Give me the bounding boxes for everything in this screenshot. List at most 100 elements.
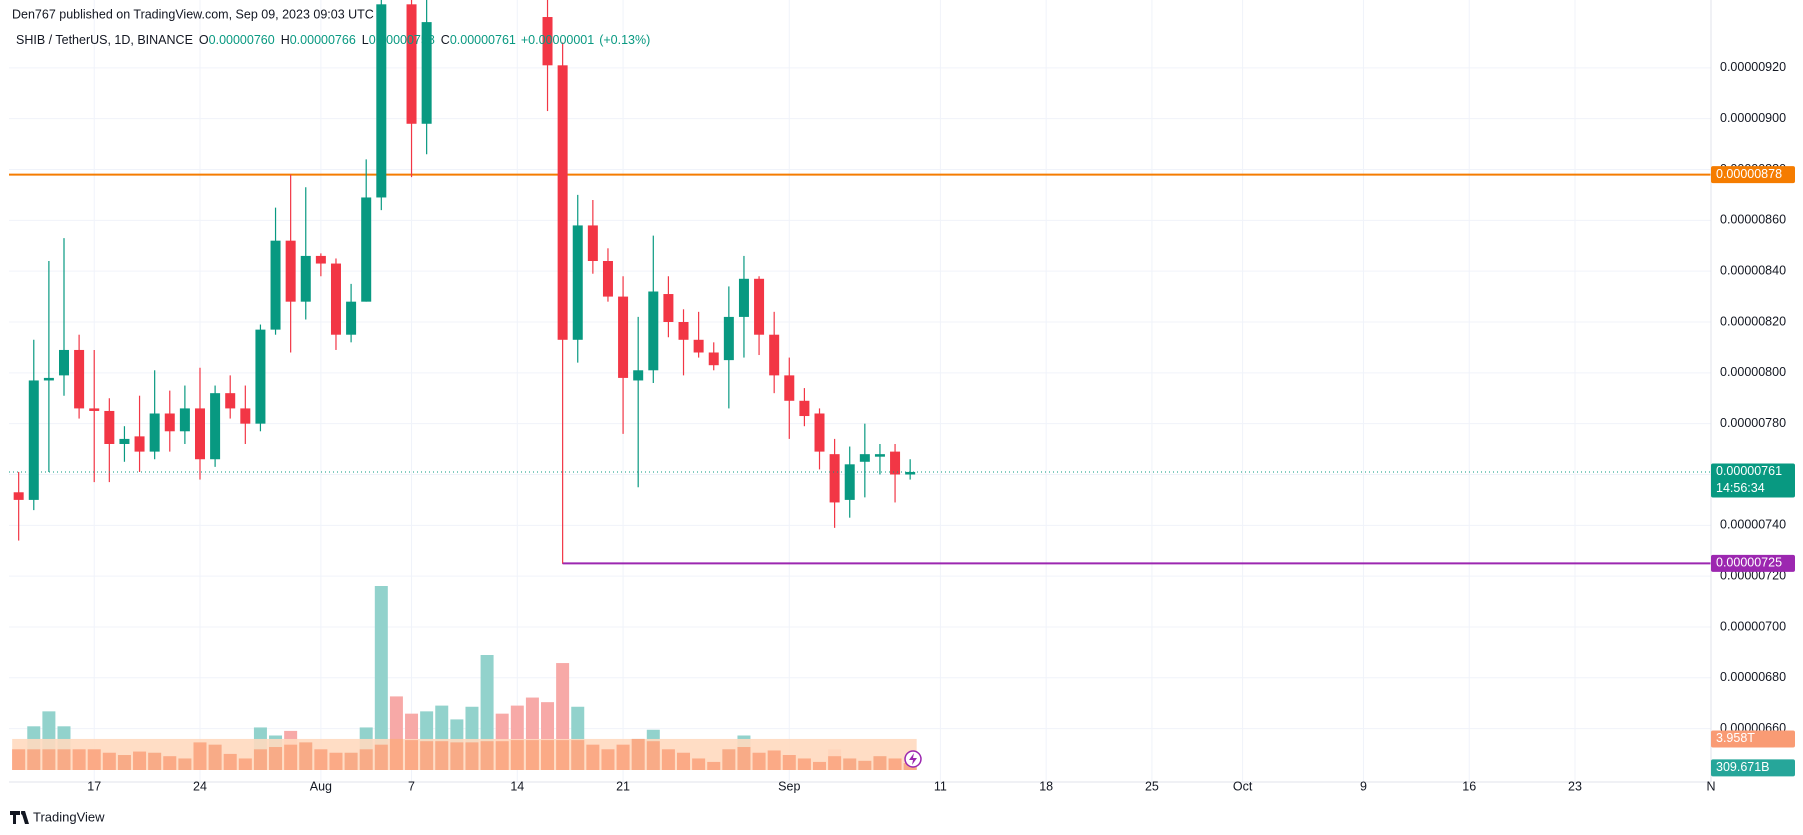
candle-body — [330, 263, 341, 335]
candle-body — [542, 17, 553, 66]
volume-bar — [737, 747, 751, 770]
volume-bar — [843, 758, 857, 770]
volume-bar — [314, 749, 328, 770]
volume-bar — [299, 742, 313, 770]
legend-change-pct: (+0.13%) — [599, 33, 650, 47]
y-tick-label: 0.00000900 — [1720, 111, 1786, 125]
candle-body — [225, 393, 236, 409]
volume-bar — [586, 744, 600, 770]
x-tick-label: 17 — [87, 779, 101, 793]
x-tick-label: 14 — [510, 779, 524, 793]
x-tick-label: 25 — [1145, 779, 1159, 793]
x-tick-label: 9 — [1360, 779, 1367, 793]
candle-body — [315, 255, 326, 264]
volume-bar — [178, 758, 192, 770]
x-tick-label: 16 — [1462, 779, 1476, 793]
volume-label: 309.671B — [1716, 760, 1770, 774]
volume-bar — [692, 758, 706, 770]
x-tick-label: 7 — [408, 779, 415, 793]
candle-body — [905, 471, 916, 475]
candle-body — [406, 4, 417, 124]
y-tick-label: 0.00000680 — [1720, 670, 1786, 684]
legend-value: 0.00000758 — [369, 33, 435, 47]
volume-bar — [148, 752, 162, 770]
volume-pane — [12, 586, 917, 770]
volume-bar — [163, 756, 177, 770]
price-level-label: 0.00000725 — [1716, 556, 1782, 570]
volume-bar — [797, 758, 811, 770]
volume-bar — [72, 749, 86, 770]
axes: 0.000006600.000006800.000007000.00000720… — [87, 60, 1795, 793]
candle-body — [13, 492, 24, 500]
y-tick-label: 0.00000920 — [1720, 60, 1786, 74]
volume-bar — [223, 753, 237, 770]
volume-tag — [1711, 759, 1795, 777]
candle-body — [844, 464, 855, 500]
brand-name: TradingView — [33, 809, 105, 824]
x-tick-label: N — [1706, 779, 1715, 793]
y-tick-label: 0.00000800 — [1720, 365, 1786, 379]
candle-body — [104, 410, 115, 444]
volume-bar — [722, 749, 736, 770]
volume-bar — [359, 749, 373, 770]
x-tick-label: Oct — [1233, 779, 1253, 793]
y-tick-label: 0.00000840 — [1720, 263, 1786, 277]
candle-body — [557, 65, 568, 340]
legend-value: 0.00000761 — [450, 33, 516, 47]
legend-symbol: SHIB / TetherUS, 1D, BINANCE — [16, 33, 193, 47]
volume-bar — [858, 760, 872, 770]
x-tick-label: Aug — [310, 779, 332, 793]
legend-change: +0.00000001 — [521, 33, 594, 47]
y-tick-label: 0.00000860 — [1720, 213, 1786, 227]
y-tick-label: 0.00000820 — [1720, 314, 1786, 328]
x-tick-label: 21 — [616, 779, 630, 793]
candle-body — [28, 380, 39, 500]
replay-icon[interactable] — [904, 750, 922, 768]
volume-bar — [601, 749, 615, 770]
candle-body — [240, 408, 251, 424]
volume-bar — [329, 752, 343, 770]
candle-body — [633, 370, 644, 381]
legend-key: L — [362, 33, 369, 47]
y-tick-label: 0.00000780 — [1720, 416, 1786, 430]
x-tick-label: 11 — [934, 779, 947, 793]
candle-body — [754, 278, 765, 335]
volume-bar — [677, 752, 691, 770]
candle-body — [829, 454, 840, 503]
price-level-tag — [1711, 166, 1795, 184]
x-tick-label: 18 — [1039, 779, 1053, 793]
last-price-label: 0.00000761 — [1716, 464, 1782, 478]
candle-body — [769, 334, 780, 376]
candle-body — [678, 322, 689, 340]
candle-body — [874, 454, 885, 457]
volume-bar — [782, 755, 796, 770]
last-price-label: 14:56:34 — [1716, 481, 1765, 495]
volume-bar — [646, 741, 660, 770]
volume-bar — [42, 749, 56, 770]
candle-body — [270, 240, 281, 330]
volume-bar — [374, 744, 388, 770]
volume-bar — [556, 740, 570, 770]
volume-bar — [450, 742, 464, 770]
volume-bar — [495, 741, 509, 770]
candle-body — [663, 294, 674, 322]
candle-body — [738, 278, 749, 317]
volume-bar — [253, 749, 267, 770]
price-level-tag — [1711, 554, 1795, 572]
last-price-tag — [1711, 463, 1795, 498]
volume-bar — [465, 742, 479, 770]
candle-body — [587, 225, 598, 262]
price-level-label: 0.00000878 — [1716, 167, 1782, 181]
volume-bar — [873, 756, 887, 770]
x-tick-label: Sep — [778, 779, 800, 793]
volume-bar — [510, 740, 524, 770]
candle-body — [43, 377, 54, 381]
candle-body — [859, 454, 870, 462]
legend-key: O — [199, 33, 209, 47]
volume-bar — [888, 758, 902, 770]
volume-bar — [269, 747, 283, 770]
candle-body — [376, 4, 387, 198]
volume-bar — [435, 741, 449, 770]
volume-level-tag — [1711, 730, 1795, 748]
